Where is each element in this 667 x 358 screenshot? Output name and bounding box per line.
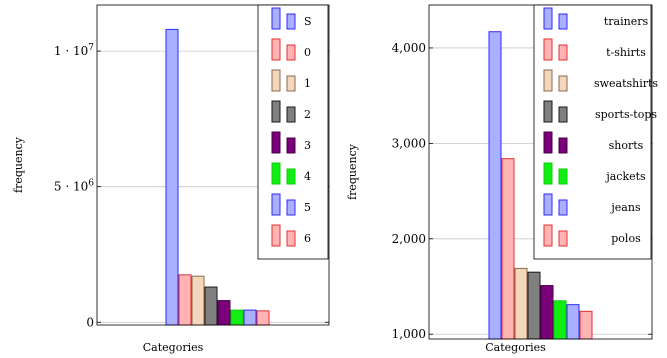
y-tick-label: 5 · 106 [54, 179, 94, 194]
y-tick-label: 2,000 [392, 232, 426, 246]
chart-panel-categories-s: 0 5 · 106 1 · 107 Categories frequency S 0 1 2 3 4… [12, 4, 330, 354]
bar-trainers [488, 31, 502, 340]
legend-swatch [543, 224, 553, 247]
chart-panel-clothing-categories: 1,000 2,000 3,000 4,000 Categories frequency t… [346, 4, 658, 354]
legend-swatch [271, 69, 281, 92]
bar-S [165, 28, 179, 326]
bar-2 [204, 286, 218, 326]
y-tick-label: 0 [86, 315, 94, 329]
legend-box [257, 4, 329, 260]
plot-frame [96, 4, 330, 326]
legend-swatch [286, 199, 296, 216]
legend-label: jeans [609, 201, 641, 214]
legend-swatch [543, 7, 553, 30]
bar-0 [178, 274, 192, 326]
legend-swatch [558, 106, 568, 123]
legend-label: jackets [604, 170, 646, 183]
y-axis-label: frequency [12, 136, 25, 193]
legend-swatch [543, 100, 553, 123]
legend-label: 1 [304, 77, 311, 90]
legend-label: 6 [304, 232, 311, 245]
bar-1 [191, 275, 205, 326]
legend-swatch [558, 13, 568, 30]
y-tick-label: 1 · 107 [54, 43, 94, 58]
legend-swatch [271, 131, 281, 154]
legend-swatch [558, 230, 568, 247]
legend-label: 0 [304, 46, 311, 59]
legend-swatch [286, 75, 296, 92]
y-tick-label: 1,000 [392, 327, 426, 341]
legend-label: t-shirts [606, 46, 646, 59]
bar-jeans [566, 304, 580, 340]
bar-4 [230, 309, 244, 326]
y-tick-label: 3,000 [392, 136, 426, 150]
bar-sports-tops [527, 271, 541, 340]
legend-label: 3 [304, 139, 311, 152]
legend-swatch [558, 168, 568, 185]
legend-swatch [543, 69, 553, 92]
legend-swatch [558, 199, 568, 216]
legend-swatch [543, 38, 553, 61]
y-axis-label: frequency [346, 143, 359, 200]
legend-label: polos [611, 232, 641, 245]
bar-6 [256, 310, 270, 326]
bar-polos [579, 310, 593, 340]
bar-5 [243, 309, 257, 326]
legend-swatch [543, 193, 553, 216]
legend-label: S [304, 15, 312, 28]
legend-swatch [286, 13, 296, 30]
legend-label: 5 [304, 201, 311, 214]
legend-swatch [286, 44, 296, 61]
legend-swatch [271, 100, 281, 123]
legend-swatch [543, 131, 553, 154]
y-tick-label: 4,000 [392, 41, 426, 55]
legend-label: sports-tops [595, 108, 657, 121]
legend-swatch [271, 162, 281, 185]
legend-swatch [558, 75, 568, 92]
bar-t-shirts [501, 158, 515, 340]
bar-jackets [553, 300, 567, 340]
legend-label: sweatshirts [594, 77, 658, 90]
legend-swatch [558, 137, 568, 154]
legend-swatch [286, 106, 296, 123]
legend-label: shorts [609, 139, 644, 152]
bar-shorts [540, 285, 554, 340]
legend-swatch [271, 38, 281, 61]
legend-swatch [286, 230, 296, 247]
legend-swatch [286, 168, 296, 185]
legend-swatch [558, 44, 568, 61]
legend-swatch [271, 193, 281, 216]
legend-swatch [286, 137, 296, 154]
bar-3 [217, 300, 231, 326]
legend-label: trainers [604, 15, 649, 28]
x-axis-label: Categories [143, 341, 204, 354]
bar-sweatshirts [514, 267, 528, 340]
legend-label: 2 [304, 108, 311, 121]
legend-swatch [271, 224, 281, 247]
x-axis-label: Categories [485, 341, 546, 354]
legend-swatch [543, 162, 553, 185]
legend-swatch [271, 7, 281, 30]
legend-label: 4 [304, 170, 311, 183]
legend-box [533, 4, 652, 260]
